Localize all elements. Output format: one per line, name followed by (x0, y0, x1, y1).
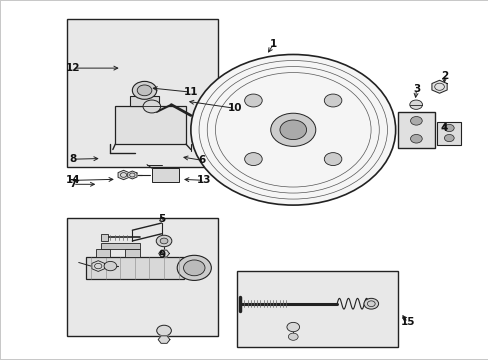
Circle shape (183, 260, 204, 276)
Circle shape (177, 255, 211, 280)
Text: 11: 11 (183, 87, 198, 97)
Circle shape (444, 125, 453, 132)
Bar (96, 249, 110, 257)
Text: 5: 5 (158, 215, 165, 224)
Polygon shape (158, 250, 169, 257)
Circle shape (324, 153, 341, 166)
Bar (86, 257, 183, 279)
Circle shape (190, 54, 395, 205)
Bar (101, 234, 108, 241)
Circle shape (160, 238, 167, 244)
Text: 8: 8 (69, 154, 76, 164)
Text: 6: 6 (198, 155, 205, 165)
Circle shape (104, 261, 117, 271)
Text: 15: 15 (400, 318, 414, 327)
Text: 3: 3 (412, 84, 419, 94)
Circle shape (132, 81, 157, 99)
Circle shape (444, 134, 453, 141)
Circle shape (156, 235, 171, 247)
Polygon shape (127, 171, 137, 179)
Text: 7: 7 (69, 179, 77, 189)
Circle shape (288, 333, 298, 340)
Circle shape (324, 94, 341, 107)
Bar (237, 271, 397, 347)
Bar (66, 19, 217, 167)
Circle shape (279, 120, 306, 140)
Circle shape (244, 153, 262, 166)
Text: 10: 10 (227, 103, 242, 113)
Bar (436, 122, 461, 145)
Polygon shape (431, 80, 446, 93)
Text: 14: 14 (65, 175, 80, 185)
Polygon shape (158, 336, 169, 343)
Polygon shape (92, 261, 104, 271)
Text: 2: 2 (440, 71, 447, 81)
Circle shape (286, 322, 299, 332)
Bar (397, 112, 434, 148)
Circle shape (363, 298, 378, 309)
Bar (152, 168, 178, 182)
Text: 12: 12 (65, 63, 80, 73)
Text: 4: 4 (440, 123, 447, 133)
Circle shape (409, 100, 422, 109)
Polygon shape (118, 170, 129, 180)
Circle shape (157, 325, 171, 336)
Bar (125, 249, 140, 257)
Bar (130, 96, 159, 107)
Bar (115, 107, 185, 144)
Circle shape (244, 94, 262, 107)
Circle shape (270, 113, 315, 147)
Text: 13: 13 (197, 175, 211, 185)
Circle shape (143, 100, 160, 113)
Circle shape (410, 134, 421, 143)
Circle shape (410, 117, 421, 125)
Circle shape (137, 85, 152, 96)
Text: 1: 1 (269, 39, 277, 49)
Text: 9: 9 (158, 250, 165, 260)
Bar (101, 243, 140, 249)
Bar (66, 218, 217, 336)
